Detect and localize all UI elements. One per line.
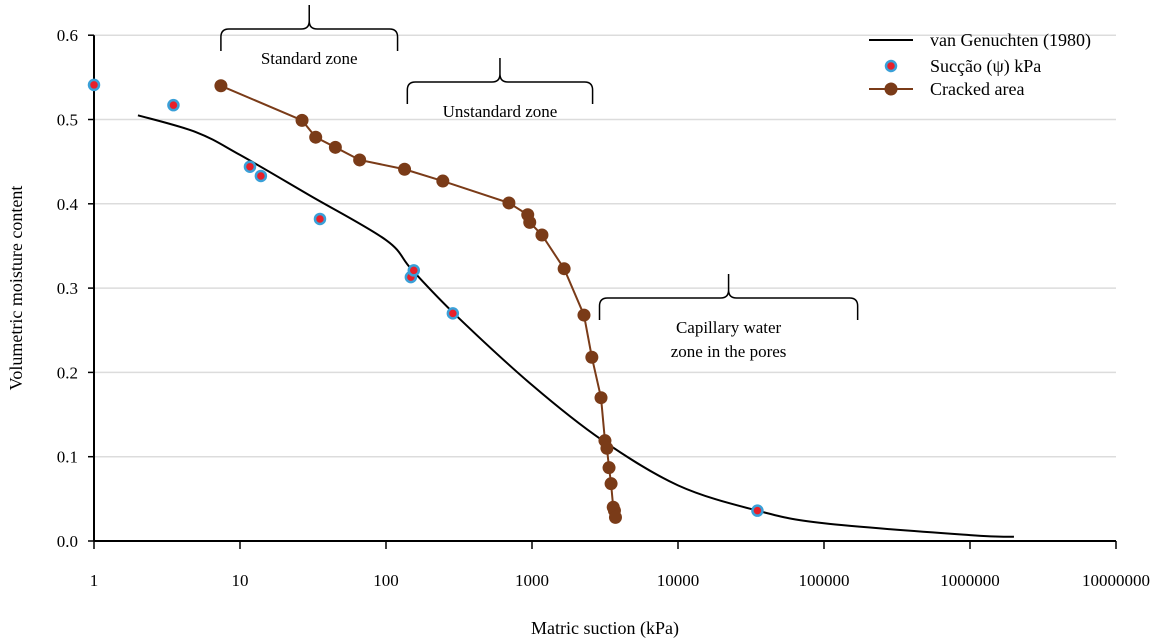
suction-point [313,212,327,226]
legend-marker [884,82,898,96]
cracked-area-point [594,391,608,405]
x-axis-label: Matric suction (kPa) [531,618,679,639]
tick-labels: 0.0 0.1 0.2 0.3 0.4 0.5 0.6 1 10 100 1000 10000 1000… [57,26,1150,590]
y-tick-label: 0.1 [57,448,78,467]
x-tick-label: 100 [373,571,399,590]
y-tick-label: 0.3 [57,279,78,298]
series [87,78,1014,538]
legend-label: van Genuchten (1980) [930,30,1091,51]
cracked-area-point [502,196,516,210]
y-axis-label: Volumetric moisture content [6,186,26,391]
suction-point [254,169,268,183]
cracked-area-point [436,174,450,188]
cracked-area-point [309,130,323,144]
legend-label: Sucção (ψ) kPa [930,56,1041,77]
x-tick-label: 10 [232,571,249,590]
y-tick-label: 0.6 [57,26,78,45]
legend: van Genuchten (1980) Sucção (ψ) kPaCracke… [869,30,1091,99]
x-tick-label: 10000000 [1082,571,1150,590]
zone-label: Standard zone [261,49,358,68]
zone-label: Capillary water [676,318,782,337]
zone-label: Unstandard zone [443,102,558,121]
suction-point [751,504,764,517]
x-tick-label: 1000000 [940,571,1000,590]
x-tick-label: 10000 [657,571,700,590]
y-tick-label: 0.2 [57,363,78,382]
cracked-area-point [295,113,309,127]
suction-point [167,98,180,112]
cracked-area-point [523,215,537,229]
cracked-area-line [220,84,617,518]
cracked-area-point [353,153,367,167]
van-genuchten-curve [137,114,1014,538]
zone-bracket [406,58,594,104]
cracked-area-point [398,162,412,176]
legend-marker [884,59,898,73]
zone-bracket [598,274,859,320]
y-tick-label: 0.0 [57,532,78,551]
zone-label: zone in the pores [671,342,787,361]
cracked-area-point [602,461,616,475]
suction-point [243,160,257,173]
suction-point [87,78,101,92]
legend-label: Cracked area [930,79,1024,99]
suction-point [407,264,421,277]
gridlines [94,34,1116,458]
cracked-area-point [585,350,599,364]
x-tick-label: 1 [90,571,99,590]
x-tick-label: 1000 [515,571,549,590]
cracked-area-point [604,477,618,491]
cracked-area-point [557,262,571,276]
cracked-area-point [214,79,228,93]
cracked-area-point [608,510,622,524]
cracked-area-point [535,228,549,242]
x-tick-label: 100000 [799,571,850,590]
suction-point [446,307,460,320]
y-tick-label: 0.5 [57,111,78,130]
axes [88,34,1117,549]
cracked-area-point [600,441,614,455]
cracked-area-point [577,308,591,322]
cracked-area-point [328,140,342,154]
annotations: Standard zone Unstandard zone Capillary wa… [220,5,859,361]
y-tick-label: 0.4 [57,195,79,214]
zone-bracket [220,5,399,51]
